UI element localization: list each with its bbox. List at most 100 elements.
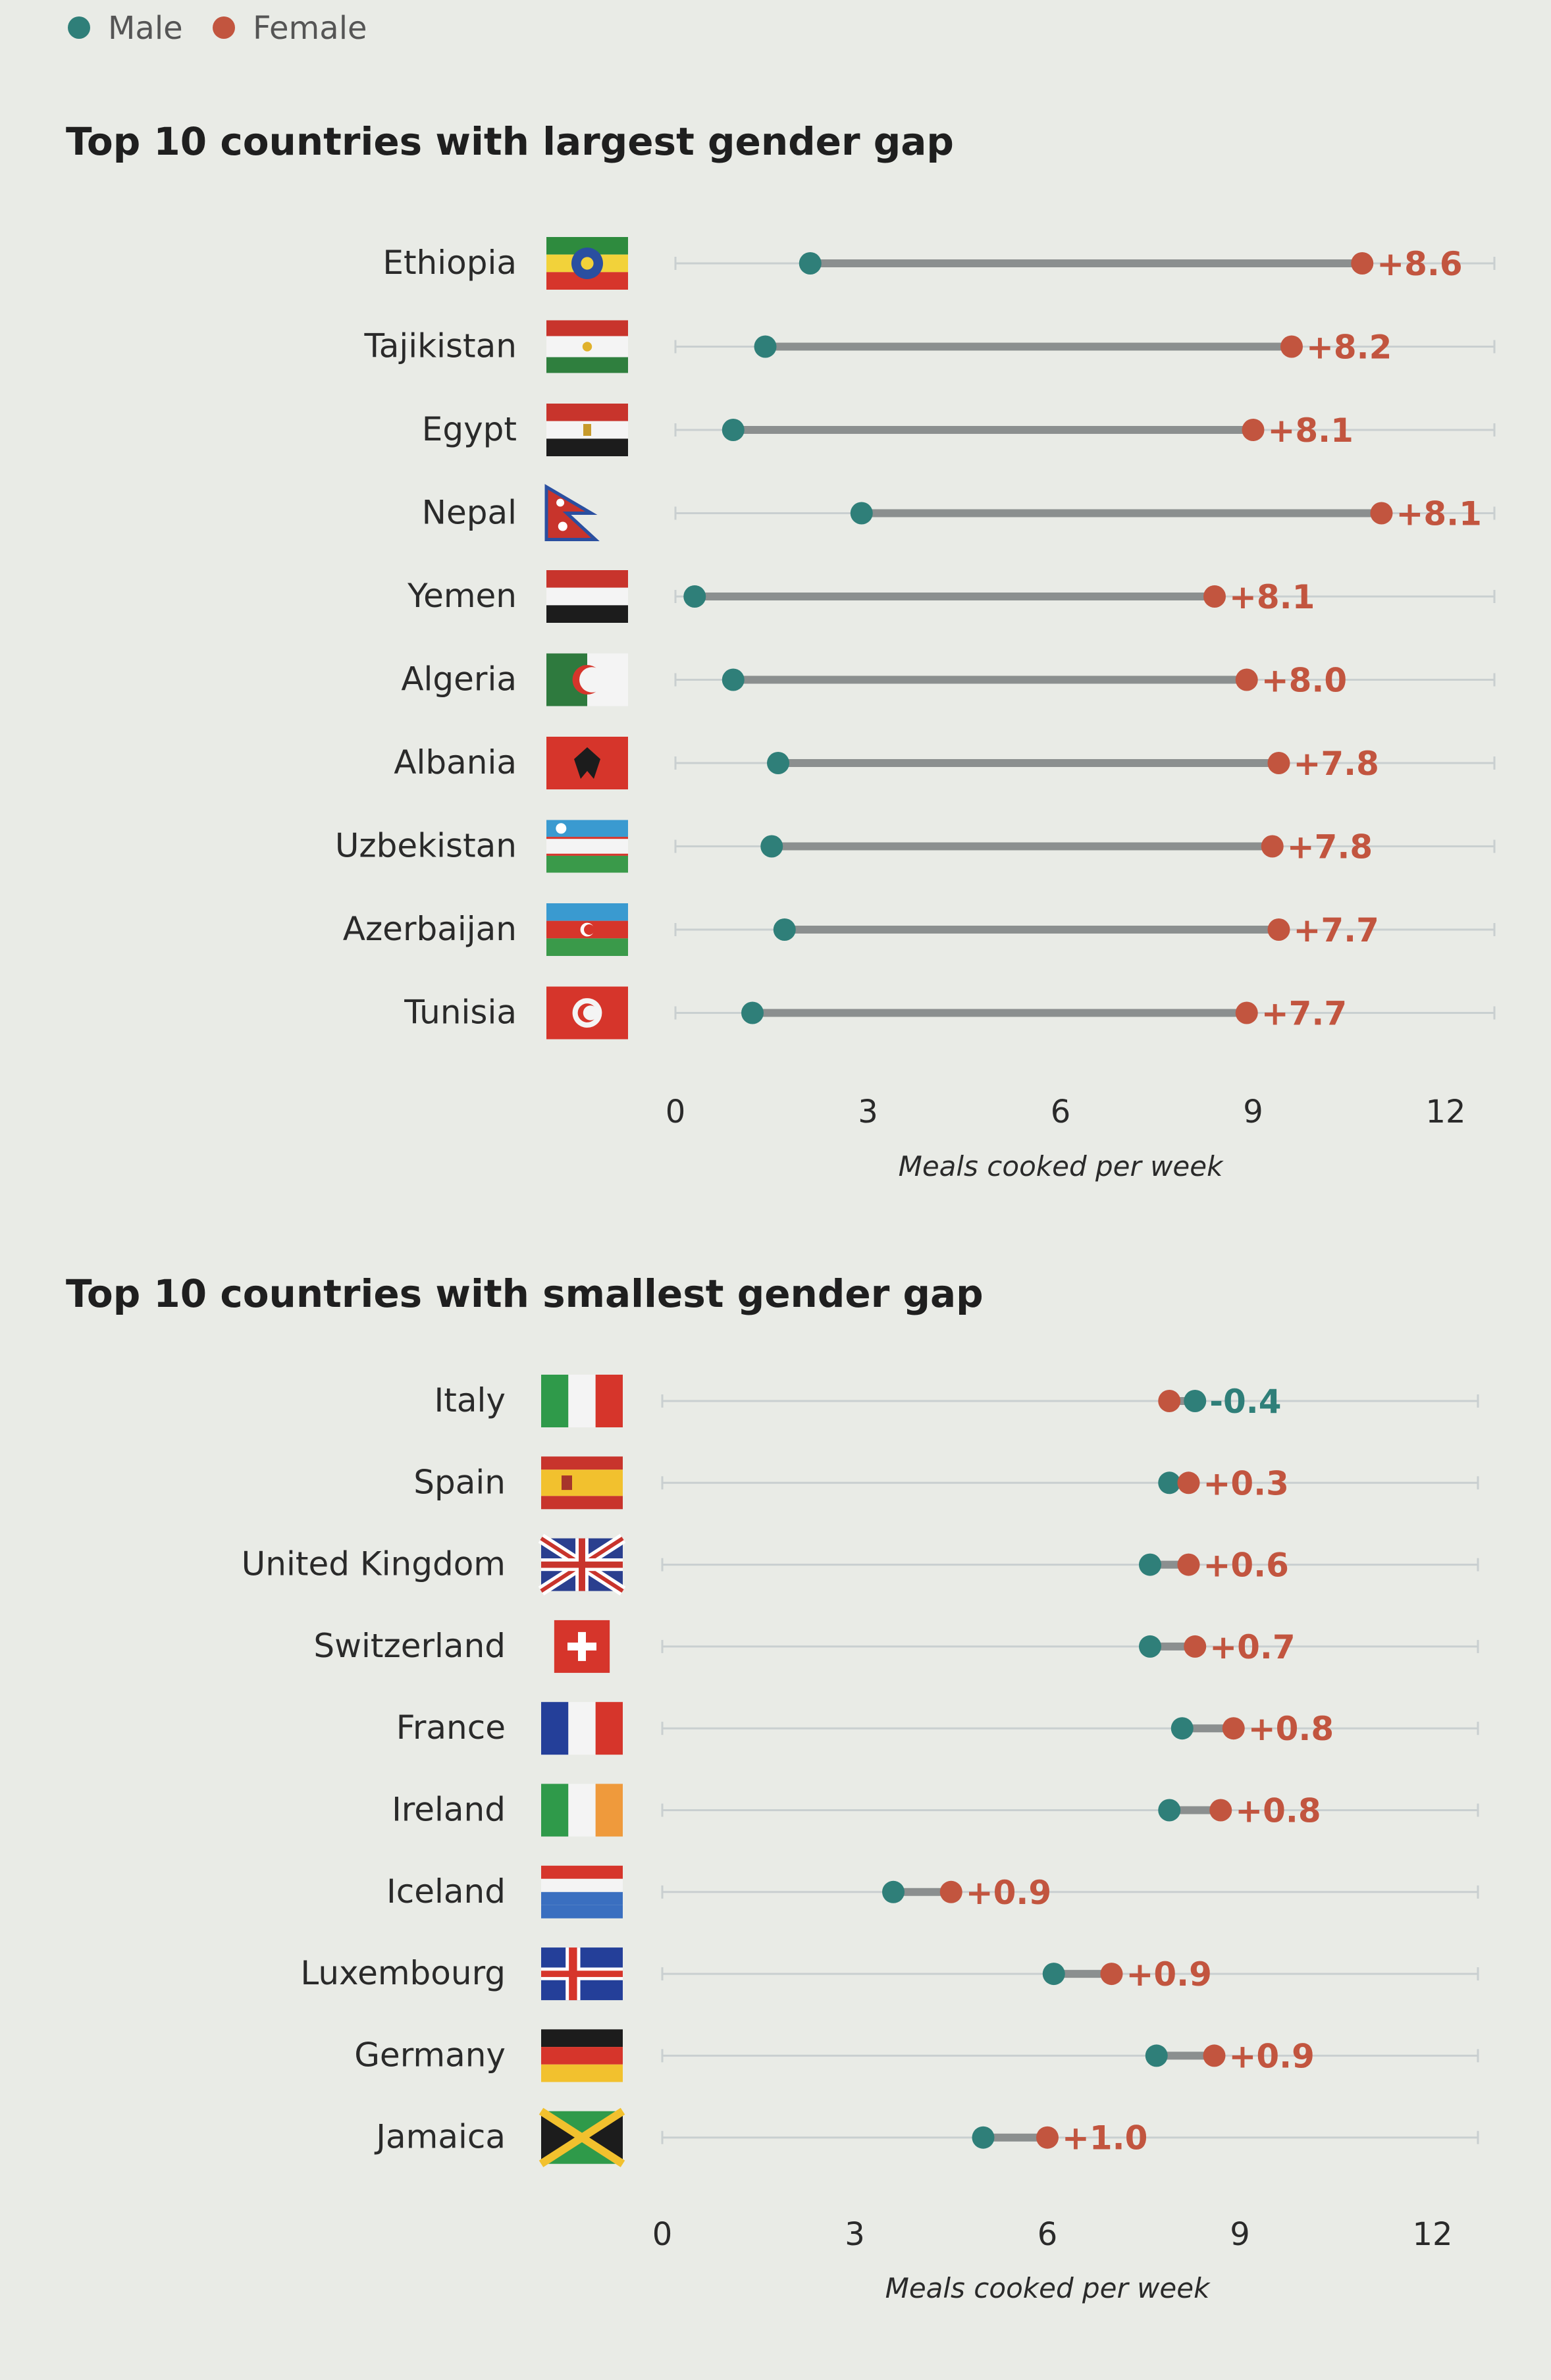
gap-label: +8.6 <box>1377 245 1462 283</box>
x-tick-label: 0 <box>652 2216 673 2253</box>
country-label: Tunisia <box>404 993 517 1032</box>
female-point <box>1261 835 1284 858</box>
female-point <box>1280 335 1303 358</box>
male-point <box>760 835 783 858</box>
x-tick-label: 9 <box>1243 1094 1263 1130</box>
switzerland-flag-icon <box>554 1620 610 1673</box>
x-tick-label: 3 <box>858 1094 878 1130</box>
ethiopia-flag-icon <box>546 237 628 290</box>
country-label: Nepal <box>422 494 517 532</box>
nepal-flag-icon <box>544 484 600 541</box>
female-point <box>1036 2126 1059 2149</box>
male-point <box>972 2126 995 2149</box>
gap-label: +0.8 <box>1235 1792 1321 1830</box>
country-label: Algeria <box>401 660 517 699</box>
gap-label: +8.1 <box>1268 411 1354 450</box>
male-point <box>1170 1717 1194 1740</box>
gap-label: +1.0 <box>1062 2119 1147 2157</box>
chart-row: Uzbekistan +7.8 <box>335 820 1496 873</box>
luxembourg-flag-icon <box>541 1947 623 2001</box>
male-point <box>799 252 822 275</box>
gap-label: +0.9 <box>966 1874 1051 1912</box>
gap-label: +0.7 <box>1209 1628 1295 1666</box>
female-point <box>1351 252 1374 275</box>
gap-label: +7.7 <box>1261 995 1347 1033</box>
chart-row: France +0.8 <box>396 1702 1479 1755</box>
female-point <box>1235 668 1258 691</box>
gap-label: +7.7 <box>1294 911 1379 949</box>
male-point <box>741 1001 764 1024</box>
country-label: Ethiopia <box>382 244 517 282</box>
uzbekistan-flag-icon <box>546 820 628 873</box>
x-axis-title: Meals cooked per week <box>885 2272 1211 2304</box>
male-point <box>1158 1471 1181 1494</box>
azerbaijan-flag-icon <box>546 903 628 956</box>
gap-label: +0.8 <box>1248 1710 1334 1748</box>
male-point <box>1139 1553 1161 1576</box>
chart-row: Yemen +8.1 <box>407 570 1496 623</box>
chart-row: Italy -0.4 <box>434 1375 1479 1427</box>
x-tick-label: 9 <box>1230 2216 1250 2253</box>
country-label: Iceland <box>386 1872 506 1911</box>
male-point <box>850 502 873 525</box>
country-label: Germany <box>354 2036 506 2074</box>
female-point <box>1370 502 1393 525</box>
female-point <box>1267 752 1290 774</box>
legend-item-female: Female <box>213 10 367 47</box>
chart-row: Nepal +8.1 <box>422 484 1496 541</box>
tunisia-flag-icon <box>546 986 628 1040</box>
spain-flag-icon <box>541 1456 623 1510</box>
female-point <box>1209 1799 1232 1822</box>
yemen-flag-icon <box>546 570 628 623</box>
female-point <box>1100 1963 1123 1986</box>
chart-row: Iceland +0.9 <box>386 1865 1479 1918</box>
country-label: Yemen <box>407 577 517 615</box>
male-point <box>722 668 745 691</box>
chart-row: Albania +7.8 <box>394 737 1496 789</box>
legend-label: Male <box>108 10 183 47</box>
legend-label: Female <box>253 10 367 47</box>
egypt-flag-icon <box>546 404 628 456</box>
gap-label: +7.8 <box>1294 745 1379 783</box>
italy-flag-icon <box>541 1375 623 1427</box>
female-point <box>1242 419 1265 441</box>
female-point <box>1235 1001 1258 1024</box>
gap-label: +0.9 <box>1126 1955 1212 1994</box>
albania-flag-icon <box>546 737 628 789</box>
chart-row: Tunisia +7.7 <box>404 986 1496 1040</box>
chart-smallest-gap: Top 10 countries with smallest gender ga… <box>66 1271 1479 2304</box>
chart-row: Tajikistan +8.2 <box>363 320 1496 373</box>
gap-label: +7.8 <box>1287 828 1373 866</box>
country-label: Tajikistan <box>363 327 517 365</box>
gap-label: +8.1 <box>1229 578 1315 616</box>
legend-item-male: Male <box>68 10 183 47</box>
gap-label: +0.3 <box>1203 1464 1289 1502</box>
x-tick-label: 6 <box>1051 1094 1071 1130</box>
jamaica-flag-icon <box>539 2107 625 2167</box>
female-point <box>1222 1717 1245 1740</box>
country-label: Jamaica <box>374 2118 506 2156</box>
legend-swatch <box>213 16 235 39</box>
chart-title: Top 10 countries with largest gender gap <box>66 119 954 164</box>
female-point <box>1267 918 1290 941</box>
female-point <box>1177 1471 1200 1494</box>
female-point <box>1177 1553 1200 1576</box>
male-point <box>1042 1963 1065 1986</box>
male-point <box>1184 1390 1207 1412</box>
chart-row: United Kingdom +0.6 <box>242 1533 1479 1596</box>
country-label: France <box>396 1708 506 1747</box>
country-label: Albania <box>394 743 517 781</box>
female-point <box>1203 585 1226 608</box>
germany-flag-icon <box>541 2029 623 2082</box>
algeria-flag-icon <box>546 653 628 706</box>
country-label: Italy <box>434 1381 506 1419</box>
male-point <box>1158 1799 1181 1822</box>
male-point <box>722 419 745 441</box>
x-tick-label: 3 <box>845 2216 865 2253</box>
male-point <box>767 752 789 774</box>
chart-row: Germany +0.9 <box>354 2029 1479 2082</box>
x-axis-title: Meals cooked per week <box>899 1150 1224 1182</box>
female-point <box>939 1880 962 1903</box>
country-label: Uzbekistan <box>335 827 517 865</box>
